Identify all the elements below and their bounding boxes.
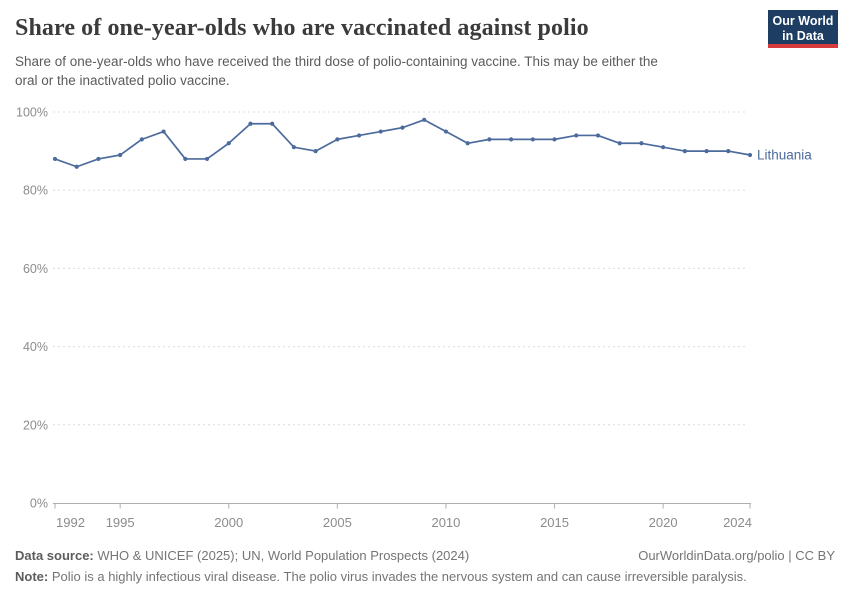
data-point [422, 117, 427, 122]
x-axis-label: 1995 [106, 515, 135, 530]
y-axis-label: 40% [23, 340, 48, 354]
data-point [704, 149, 709, 154]
owid-link[interactable]: OurWorldinData.org/polio | CC BY [638, 548, 835, 563]
y-axis-label: 0% [30, 497, 48, 511]
data-point [313, 149, 318, 154]
data-point [96, 156, 101, 162]
data-point [747, 152, 753, 158]
data-point [443, 129, 449, 134]
data-point [400, 125, 405, 130]
y-axis-label: 100% [16, 106, 48, 120]
data-point [335, 137, 340, 142]
y-axis-label: 80% [23, 184, 48, 198]
data-point [378, 129, 383, 134]
data-point [291, 145, 297, 150]
x-axis-label: 1992 [56, 515, 85, 530]
note-label: Note: [15, 569, 49, 584]
data-point [270, 121, 275, 126]
data-source-label: Data source: [15, 548, 94, 563]
data-point [118, 152, 123, 158]
data-point [574, 133, 579, 138]
chart-footer: Data source: WHO & UNICEF (2025); UN, Wo… [15, 545, 835, 587]
data-point [52, 156, 58, 162]
logo-line1: Our World [772, 14, 834, 28]
x-axis-label: 2024 [723, 515, 752, 530]
data-source-text: WHO & UNICEF (2025); UN, World Populatio… [93, 548, 470, 563]
data-point [139, 137, 144, 142]
data-point [74, 164, 79, 169]
page-title: Share of one-year-olds who are vaccinate… [15, 15, 589, 41]
data-point [487, 137, 492, 142]
y-axis-label: 60% [23, 262, 48, 276]
entity-label[interactable]: Lithuania [757, 148, 812, 163]
data-point [204, 156, 210, 162]
owid-logo[interactable]: Our World in Data [768, 10, 838, 48]
x-axis-label: 2010 [431, 515, 460, 530]
data-point [356, 133, 362, 138]
data-point [226, 141, 231, 146]
data-point [617, 141, 622, 146]
data-point [161, 129, 166, 134]
data-point [595, 133, 601, 138]
data-point [661, 145, 666, 150]
data-point [183, 156, 188, 162]
x-axis-label: 2015 [540, 515, 569, 530]
data-source-line: Data source: WHO & UNICEF (2025); UN, Wo… [15, 545, 469, 566]
subtitle-line2: oral or the inactivated polio vaccine. [15, 73, 230, 88]
note-line: Note: Polio is a highly infectious viral… [15, 566, 747, 587]
x-axis-label: 2005 [323, 515, 352, 530]
chart-subtitle: Share of one-year-olds who have received… [15, 52, 658, 90]
logo-line2: in Data [782, 29, 824, 43]
x-axis-label: 2020 [649, 515, 678, 530]
x-axis-label: 2000 [214, 515, 243, 530]
data-point [530, 137, 535, 142]
data-point [508, 137, 514, 142]
data-point [465, 141, 470, 146]
data-point [248, 121, 253, 126]
data-point [639, 141, 644, 146]
note-text: Polio is a highly infectious viral disea… [48, 569, 747, 584]
data-point [552, 137, 557, 142]
logo-accent-bar [768, 44, 838, 48]
y-axis-label: 20% [23, 418, 48, 432]
subtitle-line1: Share of one-year-olds who have received… [15, 54, 658, 69]
data-point [726, 149, 731, 154]
data-point [682, 149, 687, 154]
